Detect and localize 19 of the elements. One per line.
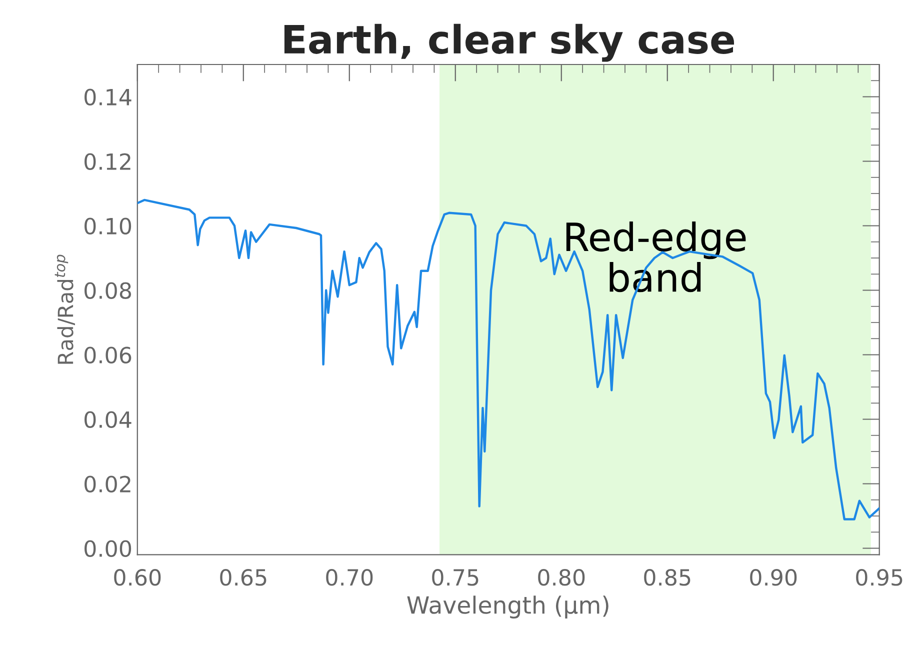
x-tick-label: 0.90 [750,568,797,586]
x-axis-title: Wavelength (μm) [407,596,608,619]
y-tick-label: 0.04 [84,411,132,428]
x-tick-label: 0.70 [326,568,373,586]
chart-title: Earth, clear sky case [284,24,734,62]
x-tick-label: 0.80 [538,568,585,586]
y-tick-label: 0.12 [84,153,130,170]
y-tick-label: 0.00 [84,540,132,558]
x-tick-label: 0.95 [856,568,902,586]
y-tick-label: 0.02 [84,476,130,493]
x-tick-label: 0.65 [220,568,266,586]
y-axis-title: Rad/Rad$^{top}$ [54,254,75,364]
y-tick-label: 0.10 [84,218,132,235]
y-tick-label: 0.06 [84,346,132,364]
y-tick-label: 0.08 [84,282,132,300]
x-tick-label: 0.75 [432,568,478,586]
x-tick-label: 0.85 [644,568,690,586]
x-tick-label: 0.60 [114,568,161,586]
y-tick-label: 0.14 [84,88,132,106]
